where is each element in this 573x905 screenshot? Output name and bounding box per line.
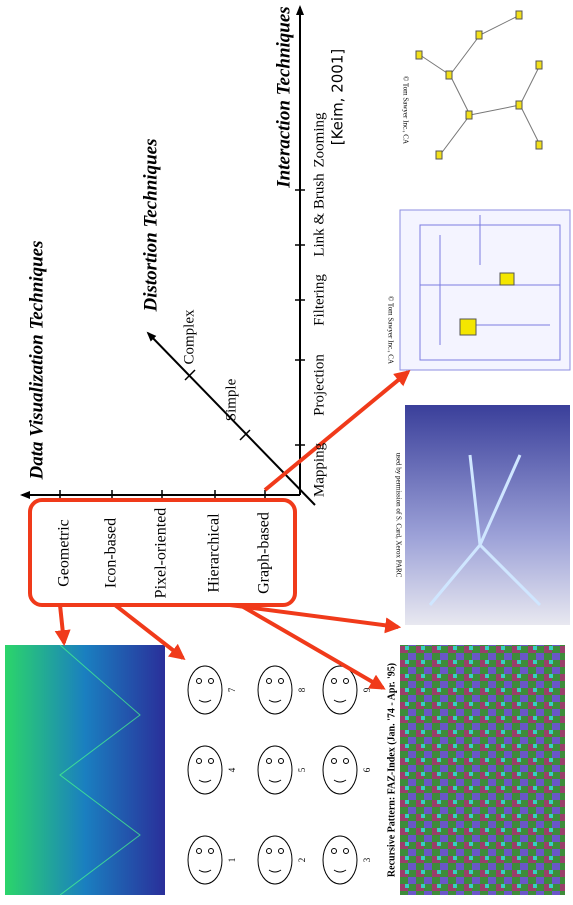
face [258, 666, 292, 714]
recursive-pattern-title: Recursive Pattern: FAZ-Index (Jan. '74 -… [386, 663, 397, 877]
slide: Data Visualization Techniques Distortion… [0, 0, 573, 905]
face [188, 666, 222, 714]
distortion-title: Distortion Techniques [140, 139, 161, 313]
data-vis-label: Geometric [56, 519, 73, 587]
interaction-label: Link & Brush [311, 173, 327, 257]
distortion-label: Simple [223, 378, 239, 421]
graph-image [400, 210, 570, 370]
face [258, 746, 292, 794]
face-number: 1 [227, 858, 237, 863]
face-number: 6 [362, 767, 372, 772]
interaction-title: Interaction Techniques [273, 6, 294, 188]
face-number: 5 [297, 767, 307, 772]
tree-credit: © Tom Sawyer Inc., CA [401, 76, 409, 144]
interaction-label: Projection [311, 354, 327, 416]
face [188, 746, 222, 794]
face [323, 836, 357, 884]
cone-tree-image [405, 405, 570, 625]
face [323, 666, 357, 714]
citation: [Keim, 2001] [329, 49, 347, 146]
data-vis-label: Hierarchical [206, 513, 223, 593]
face-number: 9 [362, 687, 372, 692]
face-number: 2 [297, 858, 307, 863]
recursive-pattern-image [400, 645, 565, 895]
parallel-coordinates-image [5, 645, 165, 895]
graph-credit: © Tom Sawyer Inc., CA [386, 296, 394, 364]
face [258, 836, 292, 884]
interaction-label: Filtering [311, 274, 327, 326]
face-icons: 1 2 3 4 5 6 7 8 9 [188, 666, 372, 884]
interaction-label: Mapping [311, 442, 327, 497]
data-vis-label: Graph-based [256, 512, 273, 594]
image-detail [460, 319, 476, 335]
face-number: 8 [297, 687, 307, 692]
face-number: 7 [227, 687, 237, 692]
data-vis-title: Data Visualization Techniques [26, 241, 47, 481]
distortion-label: Complex [181, 309, 197, 364]
image-detail [500, 273, 514, 285]
landscape-layer: Data Visualization Techniques Distortion… [5, 6, 570, 895]
interaction-label: Zooming [311, 112, 327, 167]
face [323, 746, 357, 794]
data-vis-label: Pixel-oriented [153, 508, 170, 599]
face-number: 4 [227, 767, 237, 772]
tree-image [416, 11, 542, 159]
face [188, 836, 222, 884]
data-vis-label: Icon-based [103, 518, 120, 588]
face-number: 3 [362, 857, 372, 862]
cone-tree-credit: used by permission of S. Card, Xerox PAR… [394, 453, 402, 578]
